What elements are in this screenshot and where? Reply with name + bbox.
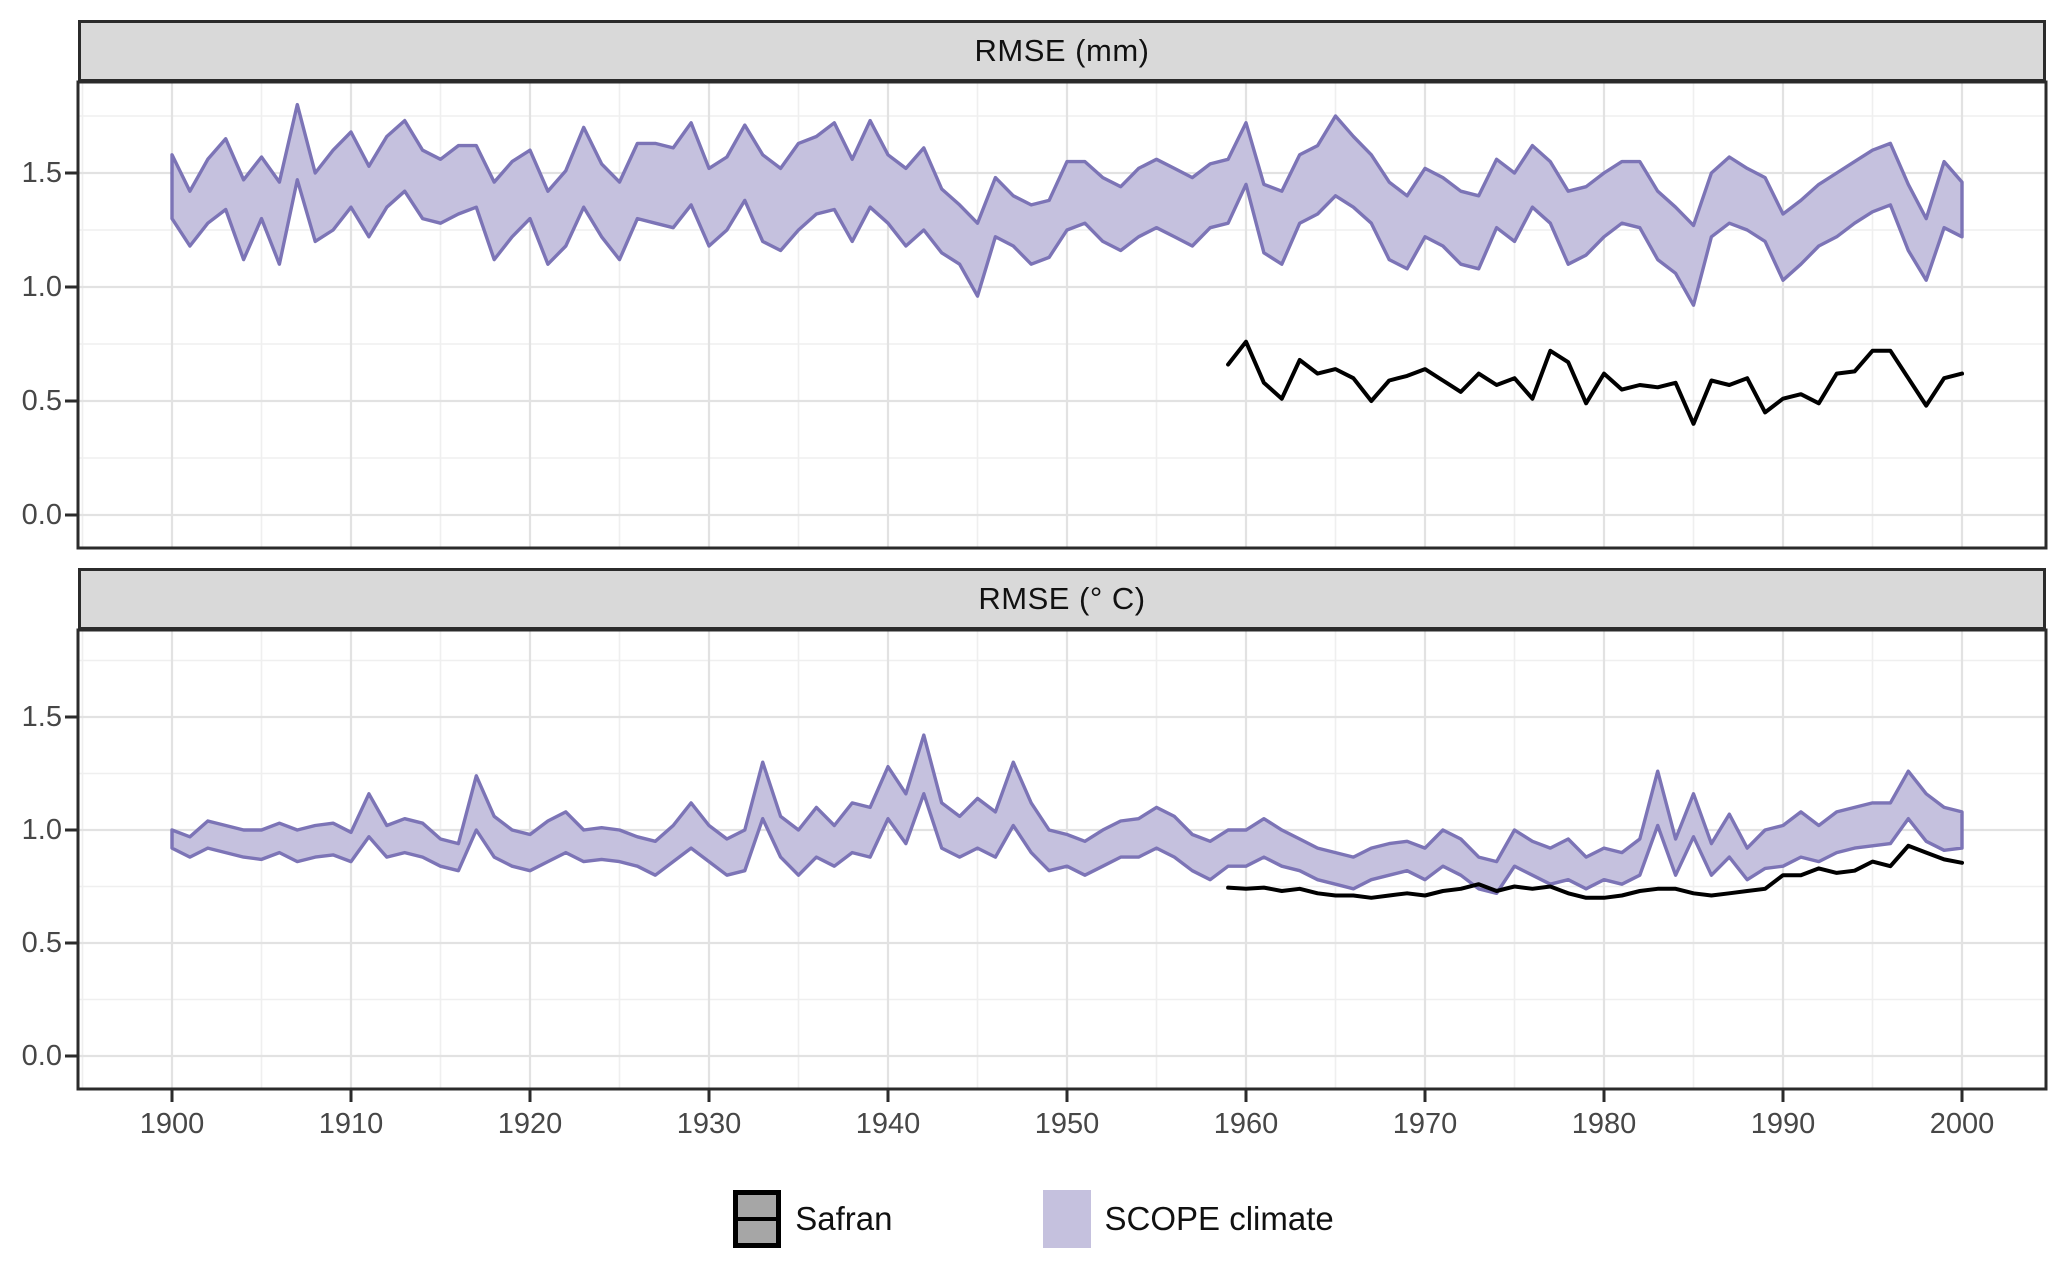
panel-0 (65, 80, 2048, 550)
x-tick-label: 1950 (1034, 1108, 1100, 1140)
x-tick-label: 1960 (1213, 1108, 1279, 1140)
x-tick-label: 1920 (497, 1108, 563, 1140)
x-tick-label: 1930 (676, 1108, 742, 1140)
legend-label-safran: Safran (795, 1200, 893, 1237)
x-tick-label: 1990 (1750, 1108, 1816, 1140)
x-tick-label: 1900 (139, 1108, 205, 1140)
x-tick-label: 1940 (855, 1108, 921, 1140)
safran-line-panel-0 (1226, 339, 1964, 426)
legend-item-safran: Safran (733, 1190, 893, 1248)
y-axis-ticks (65, 171, 78, 517)
y-tick-label: 0.0 (21, 1040, 62, 1072)
y-tick-label: 0.0 (21, 499, 62, 531)
scope-climate-ribbon-panel-1 (170, 733, 1964, 895)
scope-climate-ribbon-panel-0 (170, 102, 1964, 307)
panel-border-1 (76, 628, 2048, 1091)
panel-1 (65, 628, 2048, 1102)
y-tick-label: 1.5 (21, 157, 62, 189)
y-tick-label: 1.0 (21, 814, 62, 846)
safran-line-panel-1 (1226, 843, 1964, 900)
x-tick-label: 1910 (318, 1108, 384, 1140)
legend-item-scope-climate: SCOPE climate (1042, 1190, 1334, 1248)
x-tick-label: 1970 (1392, 1108, 1458, 1140)
x-axis-ticks (170, 1089, 1964, 1102)
x-tick-label: 1980 (1571, 1108, 1637, 1140)
panel-border-0 (76, 80, 2048, 550)
legend-label-scope-climate: SCOPE climate (1104, 1200, 1334, 1237)
safran-key-line-icon (733, 1217, 782, 1221)
scope-climate-legend-key (1042, 1190, 1091, 1248)
y-axis-ticks (65, 715, 78, 1058)
y-tick-label: 0.5 (21, 385, 62, 417)
facet-title-rmse-mm: RMSE (mm) (974, 33, 1150, 68)
legend: Safran SCOPE climate (0, 1184, 2067, 1254)
y-tick-label: 1.5 (21, 701, 62, 733)
y-tick-label: 1.0 (21, 271, 62, 303)
y-tick-label: 0.5 (21, 927, 62, 959)
facet-title-rmse-c: RMSE (° C) (978, 581, 1146, 616)
facet-strip-rmse-mm: RMSE (mm) (78, 20, 2046, 82)
gridlines (78, 82, 2046, 548)
safran-legend-key (733, 1190, 782, 1248)
x-tick-label: 2000 (1929, 1108, 1995, 1140)
